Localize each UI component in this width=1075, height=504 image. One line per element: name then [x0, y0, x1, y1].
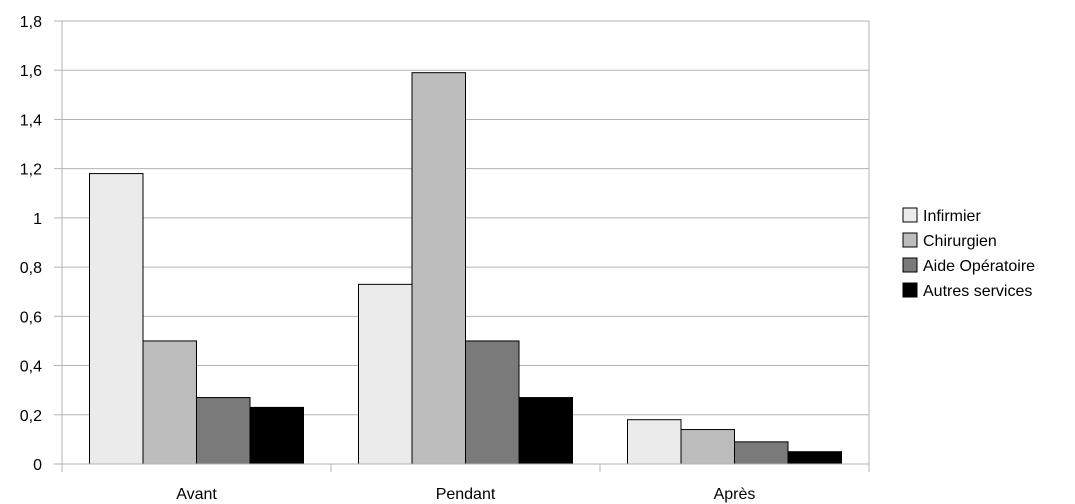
axes: [61, 21, 870, 465]
legend-label: Infirmier: [923, 208, 981, 225]
legend-swatch: [902, 232, 918, 248]
y-tick-label: 1,2: [20, 162, 42, 179]
bar: [196, 397, 251, 465]
legend: Infirmier Chirurgien Aide Opératoire Autres…: [902, 207, 1035, 300]
legend-item: Autres services: [902, 282, 1032, 300]
legend-item: Aide Opératoire: [902, 257, 1035, 275]
y-tick-label: 0,6: [20, 309, 42, 326]
y-tick-label: 1,8: [20, 14, 42, 31]
y-tick-label: 1: [33, 211, 42, 228]
legend-label: Autres services: [923, 283, 1032, 300]
bar: [518, 397, 573, 465]
y-tick-label: 1,6: [20, 63, 42, 80]
legend-label: Chirurgien: [923, 233, 997, 250]
legend-item: Chirurgien: [902, 232, 997, 250]
bar: [787, 451, 842, 465]
x-tick-label: Après: [714, 486, 756, 503]
legend-swatch: [902, 207, 918, 223]
y-tick-label: 0,8: [20, 260, 42, 277]
y-tick-label: 0: [33, 457, 42, 474]
bar: [142, 340, 197, 465]
bar: [358, 283, 413, 465]
bar: [734, 441, 789, 465]
bar: [411, 72, 466, 465]
legend-item: Infirmier: [902, 207, 981, 225]
bar: [627, 419, 682, 465]
legend-swatch: [902, 282, 918, 298]
bar: [89, 173, 144, 465]
y-tick-label: 0,4: [20, 359, 42, 376]
bars: [89, 72, 842, 465]
y-tick-label: 0,2: [20, 408, 42, 425]
legend-label: Aide Opératoire: [923, 258, 1035, 275]
bar: [465, 340, 520, 465]
y-axis-ticks: 0 0,2 0,4 0,6 0,8 1 1,2 1,4 1,6 1,8: [20, 14, 62, 474]
x-tick-label: Avant: [176, 486, 217, 503]
x-axis-ticks: Avant Pendant Après: [61, 464, 870, 503]
bar: [249, 406, 304, 465]
legend-swatch: [902, 257, 918, 273]
bar: [680, 429, 735, 465]
x-tick-label: Pendant: [436, 486, 496, 503]
y-tick-label: 1,4: [20, 112, 42, 129]
